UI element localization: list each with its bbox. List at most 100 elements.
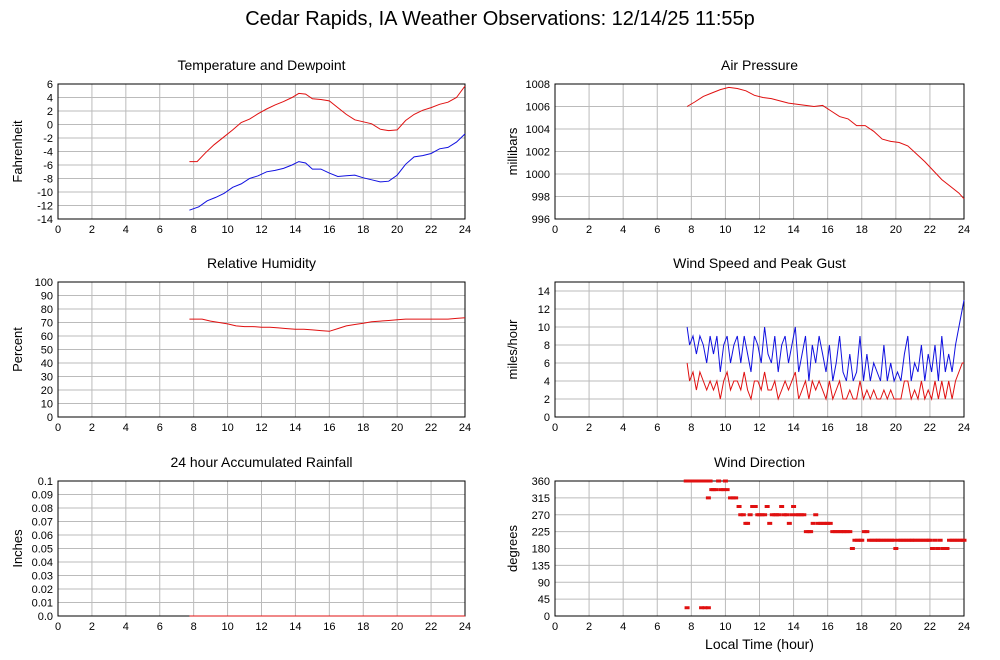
wind-ytick-label: 0 (544, 412, 550, 424)
direction-xtick-label: 24 (958, 621, 970, 633)
wind-ylabel: miles/hour (505, 319, 520, 380)
humidity-ytick-label: 40 (41, 358, 53, 370)
pressure-xtick-label: 0 (552, 224, 558, 236)
direction-point (764, 505, 770, 508)
direction-point (705, 606, 711, 610)
humidity-ytick-label: 50 (41, 345, 53, 357)
direction-point (961, 538, 967, 542)
temp-xtick-label: 24 (459, 224, 471, 236)
direction-point (759, 513, 765, 517)
direction-xtick-label: 18 (856, 621, 868, 633)
direction-xtick-label: 6 (654, 621, 660, 633)
pressure-ytick-label: 1006 (526, 102, 550, 114)
direction-point (803, 530, 809, 534)
direction-point (710, 488, 716, 492)
temp-ytick-label: -8 (43, 174, 53, 186)
direction-point (683, 479, 689, 483)
direction-point (940, 547, 946, 550)
direction-xtick-label: 12 (753, 621, 765, 633)
humidity-xtick-label: 18 (357, 422, 369, 434)
direction-point (722, 479, 728, 483)
rain-title: 24 hour Accumulated Rainfall (170, 454, 352, 470)
direction-point (728, 496, 734, 500)
direction-xtick-label: 14 (787, 621, 799, 633)
direction-point (837, 530, 843, 534)
direction-point (793, 513, 799, 517)
pressure-ytick-label: 996 (532, 214, 550, 226)
direction-point (872, 538, 878, 542)
direction-point (952, 538, 958, 542)
rain-xtick-label: 6 (157, 621, 163, 633)
pressure-xtick-label: 12 (753, 224, 765, 236)
direction-point (886, 538, 892, 542)
humidity-title: Relative Humidity (207, 255, 316, 271)
direction-point (903, 538, 909, 542)
direction-point (752, 505, 758, 508)
temp-ytick-label: -6 (43, 160, 53, 172)
direction-point (878, 538, 884, 542)
rain-xtick-label: 8 (191, 621, 197, 633)
direction-ytick-label: 360 (532, 476, 550, 488)
temp-xtick-label: 12 (255, 224, 267, 236)
humidity-xtick-label: 14 (289, 422, 301, 434)
rain-ytick-label: 0.1 (38, 476, 53, 488)
direction-point (861, 530, 867, 534)
direction-ylabel: degrees (505, 525, 520, 572)
humidity-ytick-label: 90 (41, 291, 53, 303)
temp-ytick-label: 0 (47, 120, 53, 132)
direction-title: Wind Direction (714, 454, 805, 470)
direction-point (757, 513, 762, 517)
pressure-frame (554, 83, 965, 220)
direction-point (693, 479, 699, 483)
temp-xtick-label: 2 (89, 224, 95, 236)
direction-point (847, 530, 853, 534)
rain-ytick-label: 0.04 (32, 557, 53, 569)
temp-series-red-line (189, 85, 466, 163)
rain-xtick-label: 10 (221, 621, 233, 633)
humidity-xtick-label: 12 (255, 422, 267, 434)
direction-point (883, 538, 889, 542)
rain-ytick-label: 0.05 (32, 544, 53, 556)
temp-xtick-label: 8 (191, 224, 197, 236)
direction-point (781, 513, 787, 517)
humidity-ytick-label: 30 (41, 372, 53, 384)
direction-point (721, 488, 727, 492)
humidity-xtick-label: 24 (459, 422, 471, 434)
direction-ytick-label: 90 (538, 577, 550, 589)
direction-point (820, 521, 826, 525)
humidity-xtick-label: 10 (221, 422, 233, 434)
wind-xtick-label: 2 (586, 422, 592, 434)
direction-xtick-label: 22 (924, 621, 936, 633)
rain-xtick-label: 16 (323, 621, 335, 633)
direction-point (893, 547, 899, 550)
humidity-chart: 0 2 4 6 8 10 12 14 16 18 20 22 240102030405060708090… (10, 255, 471, 434)
humidity-xtick-label: 4 (123, 422, 129, 434)
direction-point (779, 505, 785, 508)
wind-ytick-label: 2 (544, 394, 550, 406)
direction-point (815, 521, 821, 525)
direction-point (927, 538, 933, 542)
temp-ytick-label: -4 (43, 147, 53, 159)
wind-xtick-label: 18 (856, 422, 868, 434)
humidity-ytick-label: 60 (41, 331, 53, 343)
direction-ytick-label: 135 (532, 560, 550, 572)
direction-xtick-label: 4 (620, 621, 626, 633)
direction-ytick-label: 270 (532, 510, 550, 522)
direction-point (869, 538, 875, 542)
pressure-xtick-label: 8 (688, 224, 694, 236)
direction-point (767, 521, 773, 525)
rain-ytick-label: 0.09 (32, 490, 53, 502)
direction-point (889, 538, 895, 542)
direction-point (842, 530, 848, 534)
wind-xtick-label: 0 (552, 422, 558, 434)
humidity-ylabel: Percent (10, 327, 25, 372)
direction-point (827, 521, 833, 525)
wind-series-blue-line (686, 299, 965, 383)
pressure-xtick-label: 18 (856, 224, 868, 236)
wind-ytick-label: 4 (544, 376, 550, 388)
temp-xtick-label: 6 (157, 224, 163, 236)
pressure-xtick-label: 4 (620, 224, 626, 236)
wind-xtick-label: 20 (890, 422, 902, 434)
direction-point (791, 505, 797, 508)
